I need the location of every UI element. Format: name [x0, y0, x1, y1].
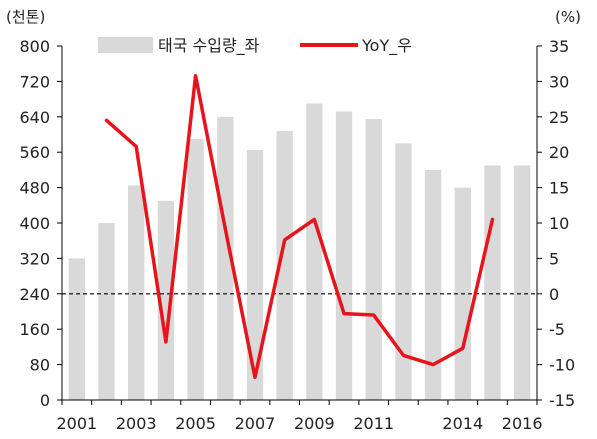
bar-2001 [68, 258, 86, 400]
bar-2007 [246, 149, 264, 400]
legend-swatch-bar [98, 37, 153, 53]
bar-2005 [187, 138, 204, 400]
x-axis-ticks: 2001 2003 2005 2007 2009 2011 2014 2016 [56, 400, 543, 433]
bar-2002 [98, 223, 115, 400]
right-tick-label-35: 35 [549, 37, 569, 56]
bar-2006 [217, 116, 234, 401]
left-tick-label-240: 240 [19, 285, 50, 304]
right-tick-label--10: -10 [549, 356, 575, 375]
bar-2015 [484, 165, 501, 400]
x-tick-label-2005: 2005 [175, 414, 216, 433]
bar-2004 [157, 200, 175, 401]
right-tick-label-30: 30 [549, 72, 569, 91]
right-tick-label-0: 0 [549, 285, 559, 304]
left-tick-label-160: 160 [19, 320, 50, 339]
right-tick-label-20: 20 [549, 143, 569, 162]
left-tick-label-560: 560 [19, 143, 50, 162]
bar-2016 [513, 165, 531, 400]
bar-2011 [365, 119, 382, 400]
x-tick-label-2016: 2016 [502, 414, 543, 433]
bar-2008 [276, 130, 293, 400]
left-tick-label-800: 800 [19, 37, 50, 56]
left-tick-label-480: 480 [19, 179, 50, 198]
left-axis-unit: (천톤) [6, 8, 45, 26]
bar-2012 [395, 143, 412, 400]
bar-2009 [306, 103, 323, 401]
left-tick-label-320: 320 [19, 249, 50, 268]
x-tick-label-2009: 2009 [294, 414, 335, 433]
x-tick-label-2007: 2007 [235, 414, 276, 433]
legend-label-line: YoY_우 [361, 36, 412, 56]
right-tick-label-15: 15 [549, 179, 569, 198]
right-tick-label-10: 10 [549, 214, 569, 233]
x-tick-label-2011: 2011 [353, 414, 394, 433]
right-tick-label-5: 5 [549, 249, 559, 268]
legend: 태국 수입량_좌 YoY_우 [98, 36, 412, 56]
bar-2003 [128, 185, 145, 400]
left-axis-ticks: 0 80 160 240 320 400 480 560 640 720 800 [19, 37, 62, 410]
left-tick-label-400: 400 [19, 214, 50, 233]
legend-label-bar: 태국 수입량_좌 [158, 36, 260, 56]
line-series [104, 73, 495, 380]
right-tick-label--5: -5 [549, 320, 565, 339]
left-tick-label-720: 720 [19, 72, 50, 91]
yoy-line [104, 73, 495, 380]
right-axis-unit: (%) [555, 8, 581, 26]
right-axis-ticks: -15 -10 -5 0 5 10 15 20 25 30 35 [537, 37, 575, 410]
x-tick-label-2003: 2003 [116, 414, 157, 433]
right-tick-label-25: 25 [549, 108, 569, 127]
left-tick-label-0: 0 [40, 391, 50, 410]
bar-2010 [335, 111, 353, 401]
bar-2013 [424, 169, 442, 400]
right-tick-label--15: -15 [549, 391, 575, 410]
x-tick-label-2014: 2014 [442, 414, 483, 433]
x-tick-label-2001: 2001 [56, 414, 97, 433]
left-tick-label-640: 640 [19, 108, 50, 127]
left-tick-label-80: 80 [30, 356, 50, 375]
